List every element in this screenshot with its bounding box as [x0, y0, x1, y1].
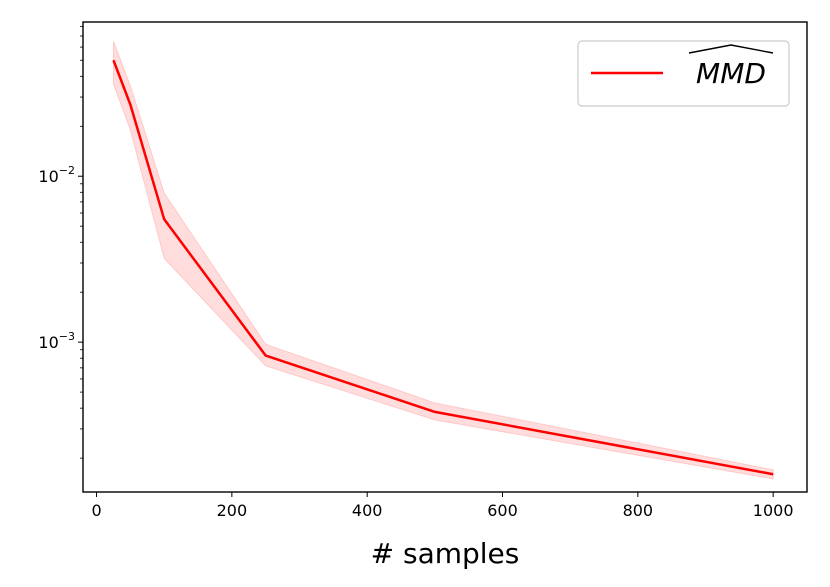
x-axis-label: # samples	[371, 537, 520, 570]
x-tick-label: 400	[352, 501, 383, 520]
x-tick-label: 800	[623, 501, 654, 520]
x-tick-label: 1000	[753, 501, 794, 520]
legend: MMD	[577, 40, 790, 107]
y-tick-label: 10−3	[38, 330, 75, 352]
y-tick-label: 10−2	[38, 164, 75, 186]
x-axis: 0 200 400 600 800 1000	[91, 492, 794, 520]
legend-entry-mmd: MMD	[696, 57, 766, 90]
series-line-layer	[112, 59, 774, 476]
series-line	[112, 59, 774, 476]
y-axis: 10−3 10−2	[38, 25, 83, 459]
x-tick-label: 200	[217, 501, 248, 520]
x-tick-label: 600	[487, 501, 518, 520]
x-tick-label: 0	[91, 501, 101, 520]
legend-hat-accent	[688, 44, 774, 54]
confidence-band	[112, 41, 774, 480]
legend-frame	[577, 40, 790, 107]
confidence-band-layer	[112, 41, 774, 480]
plot-area-frame	[82, 21, 808, 493]
